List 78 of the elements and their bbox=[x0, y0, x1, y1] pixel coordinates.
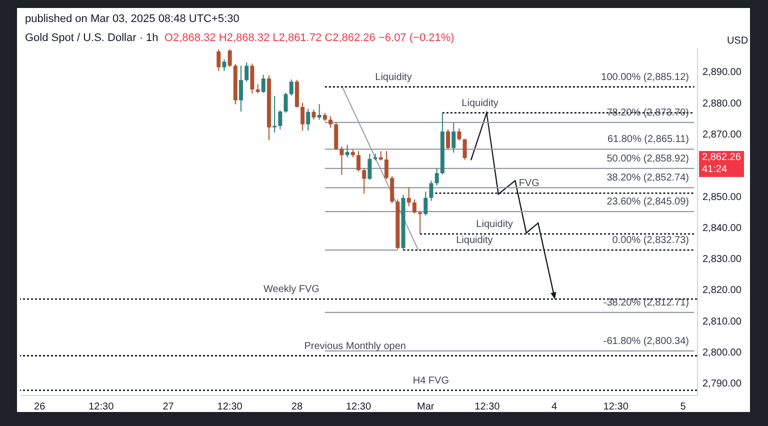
annotation: Liquidity bbox=[462, 98, 498, 109]
annotation: 38.20% (2,852.74) bbox=[606, 172, 689, 184]
candlestick bbox=[390, 176, 394, 204]
candlestick bbox=[418, 210, 422, 234]
annotation: Liquidity bbox=[375, 72, 412, 83]
text: published on Mar 03, 2025 08:48 UTC+5:30 bbox=[25, 12, 240, 26]
candlestick bbox=[239, 65, 244, 112]
candlestick bbox=[362, 168, 366, 194]
candlestick bbox=[457, 128, 462, 142]
x-tick-label: 12:30 bbox=[88, 402, 114, 412]
ref-line-label: Previous Monthly open bbox=[304, 340, 406, 352]
annotation: Liquidity bbox=[476, 218, 513, 230]
candlestick bbox=[228, 48, 232, 68]
annotation: 78.20% (2,873.70) bbox=[606, 107, 689, 118]
y-tick-label: 2,820.00 bbox=[702, 285, 742, 296]
candlestick bbox=[384, 150, 388, 180]
candlestick bbox=[222, 58, 226, 72]
x-tick-label: 5 bbox=[680, 402, 686, 412]
candlestick bbox=[284, 92, 288, 114]
candlestick bbox=[216, 48, 221, 72]
candlestick bbox=[250, 63, 254, 94]
x-tick-label: 26 bbox=[34, 402, 46, 412]
y-tick-label: 2,790.00 bbox=[702, 378, 742, 390]
annotation: 0.00% (2,832.73) bbox=[612, 235, 689, 246]
annotation: 50.00% (2,858.92) bbox=[606, 153, 689, 164]
y-tick-label: 2,830.00 bbox=[702, 254, 742, 266]
price-tag: 2,862.26 41:24 bbox=[699, 151, 744, 178]
annotation: Liquidity bbox=[456, 235, 493, 246]
annotation: 23.60% (2,845.09) bbox=[606, 196, 689, 208]
candlestick bbox=[452, 122, 456, 154]
x-tick-label: 12:30 bbox=[474, 402, 500, 412]
candlestick bbox=[244, 62, 249, 82]
candlestick bbox=[317, 104, 322, 120]
annotation: 61.80% (2,865.11) bbox=[607, 134, 689, 146]
y-tick-label: 2,890.00 bbox=[702, 67, 742, 78]
y-tick-label: 2,800.00 bbox=[702, 348, 742, 359]
candlestick bbox=[434, 167, 439, 186]
ref-line-label: H4 FVG bbox=[412, 375, 450, 386]
x-tick-label: 4 bbox=[552, 402, 558, 412]
candlestick bbox=[406, 186, 411, 207]
y-tick-label: 2,850.00 bbox=[702, 192, 742, 203]
y-axis-title: USD bbox=[726, 36, 748, 46]
x-tick-label: 28 bbox=[291, 402, 303, 412]
candlestick bbox=[412, 198, 416, 214]
annotation: -38.20% (2,812.71) bbox=[603, 297, 689, 308]
chart-title: Gold Spot / U.S. Dollar · 1h bbox=[25, 32, 158, 44]
candlestick bbox=[378, 150, 383, 161]
candlestick bbox=[328, 116, 333, 128]
candlestick bbox=[306, 108, 310, 132]
y-tick-label: 2,840.00 bbox=[702, 222, 742, 234]
annotation: FVG bbox=[518, 178, 540, 190]
annotation: 100.00% (2,885.12) bbox=[601, 72, 689, 83]
y-tick-label: 2,880.00 bbox=[702, 98, 742, 110]
chart-subtitle: O2,868.32 H2,868.32 L2,861.72 C2,862.26 −6.07 (−0.21%) bbox=[164, 32, 454, 44]
candlestick bbox=[429, 180, 434, 202]
candlestick bbox=[256, 84, 260, 94]
y-tick-label: 2,870.00 bbox=[702, 129, 742, 140]
x-tick-label: Mar bbox=[417, 402, 435, 412]
candlestick bbox=[289, 78, 294, 96]
ref-line-label: Weekly FVG bbox=[264, 284, 320, 296]
candlestick bbox=[300, 102, 305, 132]
candlestick bbox=[278, 110, 282, 130]
candlestick bbox=[340, 146, 344, 176]
candlestick bbox=[261, 74, 266, 94]
annotation: -61.80% (2,800.34) bbox=[603, 336, 689, 347]
x-tick-label: 12:30 bbox=[603, 402, 629, 412]
x-tick-label: 27 bbox=[162, 402, 174, 412]
x-tick-label: 12:30 bbox=[346, 402, 372, 412]
candlestick bbox=[345, 144, 350, 158]
candlestick bbox=[312, 109, 316, 120]
candlestick bbox=[424, 191, 428, 216]
candlestick bbox=[462, 138, 467, 160]
x-tick-label: 12:30 bbox=[217, 402, 243, 412]
candlestick bbox=[446, 128, 450, 150]
candlestick bbox=[356, 150, 360, 172]
candlestick bbox=[272, 95, 277, 133]
candlestick bbox=[368, 153, 372, 180]
y-tick-label: 2,810.00 bbox=[702, 316, 742, 328]
